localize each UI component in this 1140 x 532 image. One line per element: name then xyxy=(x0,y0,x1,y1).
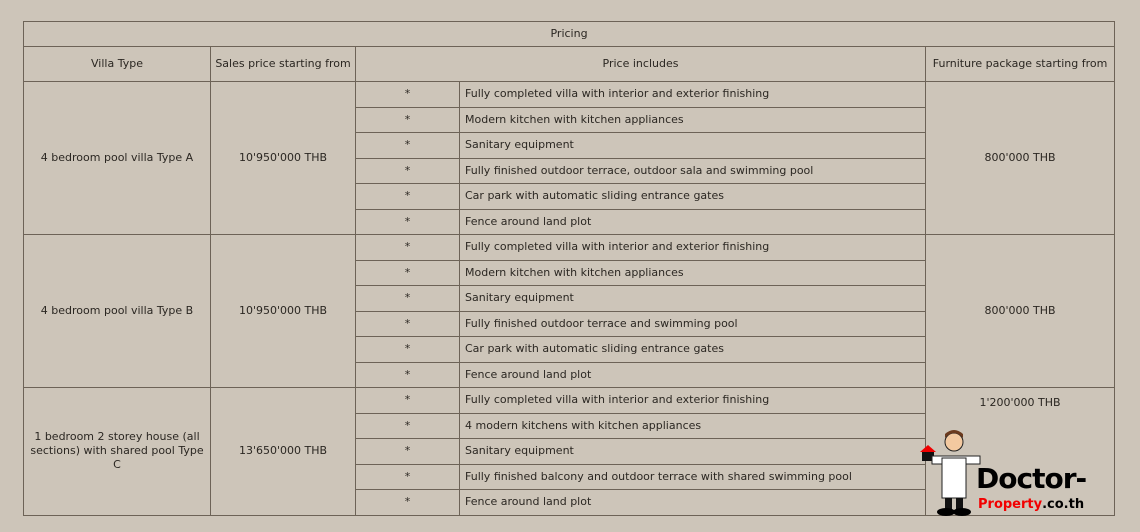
bullet-cell: * xyxy=(355,106,460,133)
includes-item: Modern kitchen with kitchen appliances xyxy=(459,259,926,286)
bullet-cell: * xyxy=(355,157,460,184)
bullet-cell: * xyxy=(355,208,460,235)
bullet-cell: * xyxy=(355,387,460,414)
sales-price-cell: 13'650'000 THB xyxy=(210,387,356,516)
includes-item: Fence around land plot xyxy=(459,361,926,388)
table-row: * Fence around land plot xyxy=(24,208,1115,235)
includes-item: Fully finished outdoor terrace, outdoor … xyxy=(459,157,926,184)
includes-item: Sanitary equipment xyxy=(459,285,926,312)
bullet-cell: * xyxy=(355,234,460,261)
table-row: * Fully finished outdoor terrace, outdoor… xyxy=(24,157,1115,184)
includes-item: Fully completed villa with interior and … xyxy=(459,81,926,108)
includes-item: Fully finished outdoor terrace and swimm… xyxy=(459,310,926,337)
bullet-cell: * xyxy=(355,438,460,465)
header-furniture: Furniture package starting from xyxy=(924,46,1116,82)
includes-item: Fully completed villa with interior and … xyxy=(459,234,926,261)
includes-item: Car park with automatic sliding entrance… xyxy=(459,183,926,210)
includes-item: 4 modern kitchens with kitchen appliance… xyxy=(459,412,926,439)
doctor-property-logo: Doctor- Property.co.th xyxy=(918,428,1123,516)
bullet-cell: * xyxy=(355,412,460,439)
bullet-cell: * xyxy=(355,183,460,210)
includes-item: Sanitary equipment xyxy=(459,132,926,159)
table-row: * Fence around land plot xyxy=(24,489,1115,516)
header-sales-price: Sales price starting from xyxy=(210,46,356,82)
bullet-cell: * xyxy=(355,489,460,516)
villa-type-cell: 4 bedroom pool villa Type B xyxy=(23,234,211,388)
logo-text-main: Doctor- xyxy=(976,462,1087,495)
table-row: * Fully finished balcony and outdoor terr… xyxy=(24,463,1115,490)
pricing-table: Pricing Villa Type Sales price starting … xyxy=(22,21,1116,516)
header-price-includes: Price includes xyxy=(355,46,926,82)
includes-item: Modern kitchen with kitchen appliances xyxy=(459,106,926,133)
bullet-cell: * xyxy=(355,361,460,388)
logo-text-sub: Property.co.th xyxy=(978,497,1085,512)
doctor-mascot-icon xyxy=(920,430,981,516)
header-villa-type: Villa Type xyxy=(23,46,211,82)
includes-item: Car park with automatic sliding entrance… xyxy=(459,336,926,363)
includes-item: Sanitary equipment xyxy=(459,438,926,465)
bullet-cell: * xyxy=(355,285,460,312)
furniture-price-cell: 800'000 THB xyxy=(924,81,1116,235)
table-row: * Car park with automatic sliding entranc… xyxy=(24,336,1115,363)
villa-type-cell: 1 bedroom 2 storey house (all sections) … xyxy=(23,387,211,516)
sales-price-cell: 10'950'000 THB xyxy=(210,81,356,235)
table-row: * Fence around land plot xyxy=(24,361,1115,388)
table-row: * 4 modern kitchens with kitchen applianc… xyxy=(24,412,1115,439)
table-row: 4 bedroom pool villa Type B 10'950'000 TH… xyxy=(23,234,1116,388)
includes-item: Fence around land plot xyxy=(459,489,926,516)
includes-item: Fully finished balcony and outdoor terra… xyxy=(459,463,926,490)
table-row: * Fully finished outdoor terrace and swim… xyxy=(24,310,1115,337)
bullet-cell: * xyxy=(355,259,460,286)
includes-item: Fully completed villa with interior and … xyxy=(459,387,926,414)
furniture-price-cell: 800'000 THB xyxy=(924,234,1116,388)
bullet-cell: * xyxy=(355,336,460,363)
table-row: 4 bedroom pool villa Type A 10'950'000 TH… xyxy=(23,81,1116,235)
bullet-cell: * xyxy=(355,310,460,337)
table-title: Pricing xyxy=(22,21,1116,47)
sales-price-cell: 10'950'000 THB xyxy=(210,234,356,388)
bullet-cell: * xyxy=(355,463,460,490)
table-row: * Modern kitchen with kitchen appliances xyxy=(24,259,1115,286)
table-row: * Sanitary equipment xyxy=(24,285,1115,312)
includes-item: Fence around land plot xyxy=(459,208,926,235)
table-row: 1 bedroom 2 storey house (all sections) … xyxy=(23,387,1116,516)
villa-type-cell: 4 bedroom pool villa Type A xyxy=(23,81,211,235)
bullet-cell: * xyxy=(355,81,460,108)
bullet-cell: * xyxy=(355,132,460,159)
